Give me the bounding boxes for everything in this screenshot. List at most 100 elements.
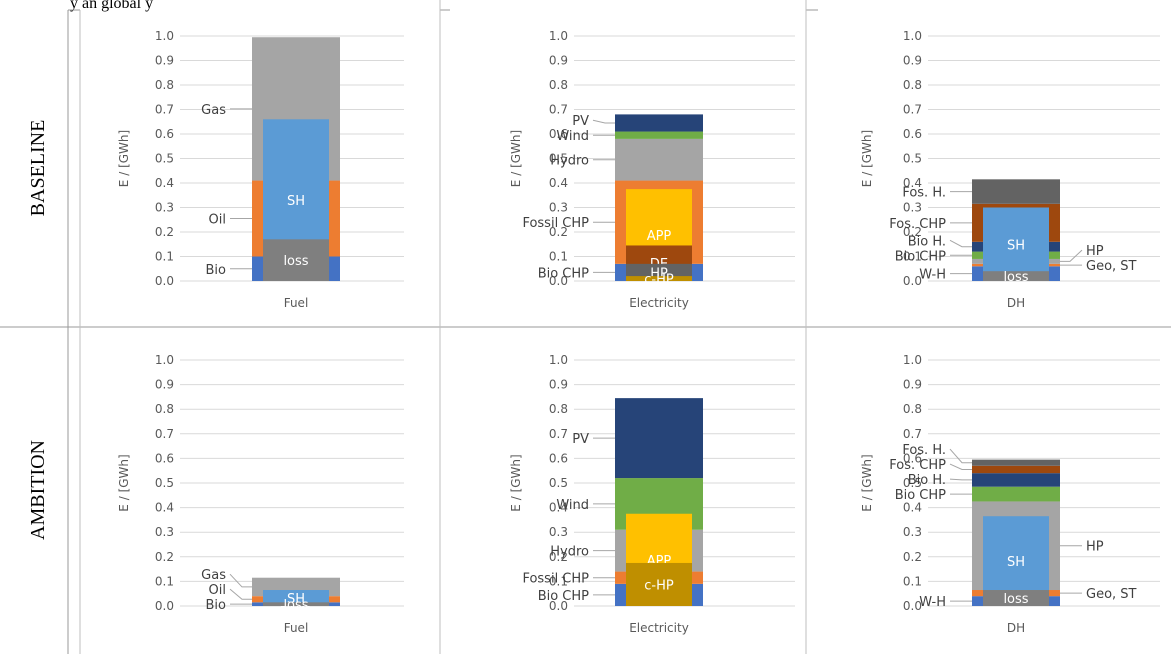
data-label-supply: Bio CHP xyxy=(895,488,946,503)
y-tick-label: 0.1 xyxy=(155,250,174,264)
bar-segment-use xyxy=(983,590,1049,606)
bar-segment-supply xyxy=(615,398,703,479)
chart-panel-baseline-electricity: 0.0 0.1 0.2 0.3 0.4 0.5 0.6 0.7 0.8 0.9 1.0 E / [GW… xyxy=(509,29,795,310)
y-axis-label: E / [GWh] xyxy=(117,130,131,187)
y-tick-label: 0.8 xyxy=(155,402,174,416)
y-tick-label: 0.7 xyxy=(549,427,568,441)
data-label-supply: PV xyxy=(572,114,589,129)
bar-segment-use xyxy=(626,276,692,281)
data-label-use: APP xyxy=(647,229,672,244)
bar-segment-supply xyxy=(972,473,1060,487)
data-label-supply: Hydro xyxy=(550,545,589,560)
chart-panel-baseline-fuel: 0.0 0.1 0.2 0.3 0.4 0.5 0.6 0.7 0.8 0.9 1.0 E / [GW… xyxy=(117,29,404,310)
data-label-supply: Gas xyxy=(201,568,226,583)
y-axis-label: E / [GWh] xyxy=(509,454,523,511)
x-category-label: Electricity xyxy=(629,621,689,635)
y-tick-label: 0.8 xyxy=(549,78,568,92)
data-label-supply: Oil xyxy=(209,213,226,228)
y-tick-label: 0.8 xyxy=(549,402,568,416)
data-label-use: c-HP xyxy=(644,578,674,593)
y-tick-label: 0.9 xyxy=(549,378,568,392)
y-tick-label: 0.4 xyxy=(549,176,568,190)
y-axis-label: E / [GWh] xyxy=(117,454,131,511)
y-tick-label: 1.0 xyxy=(155,353,174,367)
data-label-supply: PV xyxy=(572,432,589,447)
y-tick-label: 0.6 xyxy=(155,451,174,465)
y-tick-label: 0.7 xyxy=(903,427,922,441)
data-label-supply: HP xyxy=(1086,244,1104,259)
y-tick-label: 0.6 xyxy=(155,127,174,141)
y-tick-label: 0.5 xyxy=(155,476,174,490)
data-label-use: c-HP xyxy=(644,273,674,288)
data-label-supply: Wind xyxy=(556,498,589,513)
bar-segment-supply xyxy=(615,114,703,132)
y-tick-label: 0.3 xyxy=(549,525,568,539)
y-tick-label: 0.2 xyxy=(155,550,174,564)
data-label-supply: Wind xyxy=(556,129,589,144)
y-tick-label: 0.8 xyxy=(903,402,922,416)
data-label-use: loss xyxy=(283,598,308,613)
y-tick-label: 0.2 xyxy=(549,550,568,564)
chart-panel-ambition-dh: 0.0 0.1 0.2 0.3 0.4 0.5 0.6 0.7 0.8 0.9 1.0 E / [GW… xyxy=(860,353,1160,635)
data-label-use: loss xyxy=(1003,270,1028,285)
data-label-supply: Fossil CHP xyxy=(522,216,589,231)
y-tick-label: 0.5 xyxy=(549,476,568,490)
chart-panel-ambition-electricity: 0.0 0.1 0.2 0.3 0.4 0.5 0.6 0.7 0.8 0.9 1.0 E / [GW… xyxy=(509,353,795,635)
bar-segment-use xyxy=(263,602,329,606)
y-tick-label: 0.4 xyxy=(155,501,174,515)
charts-layer: 0.0 0.1 0.2 0.3 0.4 0.5 0.6 0.7 0.8 0.9 1.0 E / [GW… xyxy=(117,29,1160,635)
data-label-supply: Bio CHP xyxy=(538,266,589,281)
leader-line xyxy=(1060,249,1083,262)
y-tick-label: 0.0 xyxy=(549,599,568,613)
y-tick-label: 0.3 xyxy=(155,201,174,215)
leader-line xyxy=(949,239,972,248)
y-tick-label: 0.2 xyxy=(903,550,922,564)
x-category-label: Fuel xyxy=(284,621,309,635)
row-label-baseline: BASELINE xyxy=(27,120,49,217)
leader-line xyxy=(592,119,615,124)
y-tick-label: 0.6 xyxy=(549,451,568,465)
leader-line xyxy=(949,478,972,481)
y-tick-label: 0.4 xyxy=(903,176,922,190)
y-tick-label: 0.6 xyxy=(903,127,922,141)
leader-line xyxy=(949,448,972,464)
data-label-supply: Bio H. xyxy=(908,234,946,249)
y-axis-label: E / [GWh] xyxy=(509,130,523,187)
data-label-supply: W-H xyxy=(919,595,946,610)
y-tick-label: 0.4 xyxy=(903,501,922,515)
y-axis-label: E / [GWh] xyxy=(860,130,874,187)
y-tick-label: 1.0 xyxy=(155,29,174,43)
y-tick-label: 0.0 xyxy=(903,599,922,613)
y-tick-label: 1.0 xyxy=(549,29,568,43)
data-label-supply: Bio H. xyxy=(908,473,946,488)
data-label-supply: Bio CHP xyxy=(895,249,946,264)
bar-segment-use xyxy=(263,590,329,606)
y-tick-label: 0.8 xyxy=(903,78,922,92)
bar-segment-use xyxy=(983,271,1049,281)
y-tick-label: 0.1 xyxy=(549,250,568,264)
data-label-use: SH xyxy=(287,194,305,209)
y-tick-label: 0.7 xyxy=(155,427,174,441)
y-tick-label: 0.7 xyxy=(549,103,568,117)
y-tick-label: 0.5 xyxy=(903,152,922,166)
y-tick-label: 0.9 xyxy=(549,54,568,68)
y-tick-label: 0.3 xyxy=(155,525,174,539)
y-tick-label: 0.9 xyxy=(155,54,174,68)
y-tick-label: 0.4 xyxy=(155,176,174,190)
y-tick-label: 0.5 xyxy=(903,476,922,490)
y-tick-label: 0.7 xyxy=(903,103,922,117)
data-label-supply: Geo, ST xyxy=(1086,259,1137,274)
y-tick-label: 0.1 xyxy=(903,250,922,264)
data-label-supply: Gas xyxy=(201,103,226,118)
y-axis-label: E / [GWh] xyxy=(860,454,874,511)
data-label-supply: Bio xyxy=(206,263,227,278)
y-tick-label: 0.9 xyxy=(903,54,922,68)
bar-segment-supply xyxy=(615,138,703,181)
y-tick-label: 0.0 xyxy=(549,274,568,288)
data-label-supply: Fos. H. xyxy=(902,443,946,458)
data-label-supply: Fos. H. xyxy=(902,186,946,201)
leader-line xyxy=(229,573,252,588)
y-tick-label: 0.7 xyxy=(155,103,174,117)
bar-segment-supply xyxy=(615,131,703,139)
